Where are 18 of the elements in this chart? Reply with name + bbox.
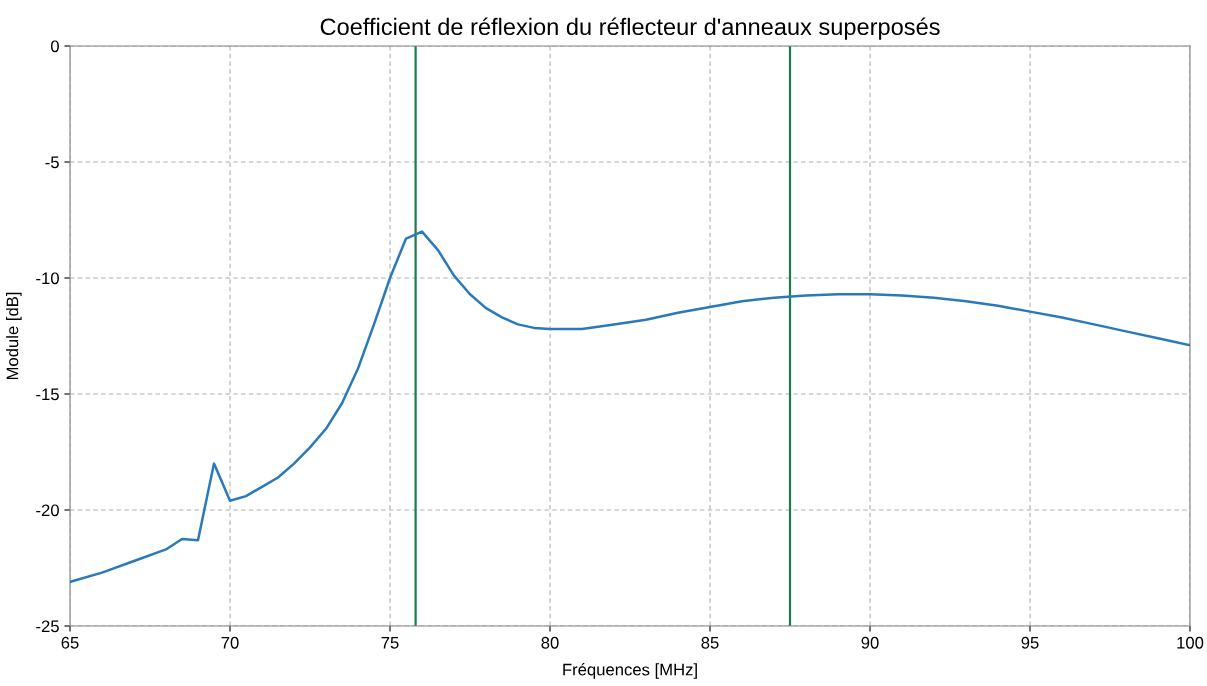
x-tick-label: 100 [1177, 636, 1204, 649]
x-tick-label: 75 [381, 637, 399, 649]
y-tick-label: -20 [36, 504, 59, 517]
x-tick-label: 65 [61, 636, 79, 649]
x-tick-label: 95 [1021, 636, 1039, 649]
y-tick-label: -25 [36, 620, 59, 633]
chart-title: Coefficient de réflexion du réflecteur d'anneaux superposés [320, 17, 940, 40]
y-tick-label: -10 [36, 272, 59, 285]
x-tick-label: 70 [221, 636, 239, 649]
y-tick-label: -15 [36, 388, 59, 401]
y-axis-title: Module [dB] [6, 292, 22, 380]
x-tick-label: 85 [701, 636, 719, 649]
x-tick-label: 80 [541, 636, 559, 649]
line-series [70, 230, 1190, 584]
y-tick-label: 0 [50, 40, 59, 53]
y-tick-label: -5 [45, 156, 59, 169]
x-tick-label: 90 [861, 636, 879, 649]
x-axis-title: Fréquences [MHz] [563, 663, 697, 679]
